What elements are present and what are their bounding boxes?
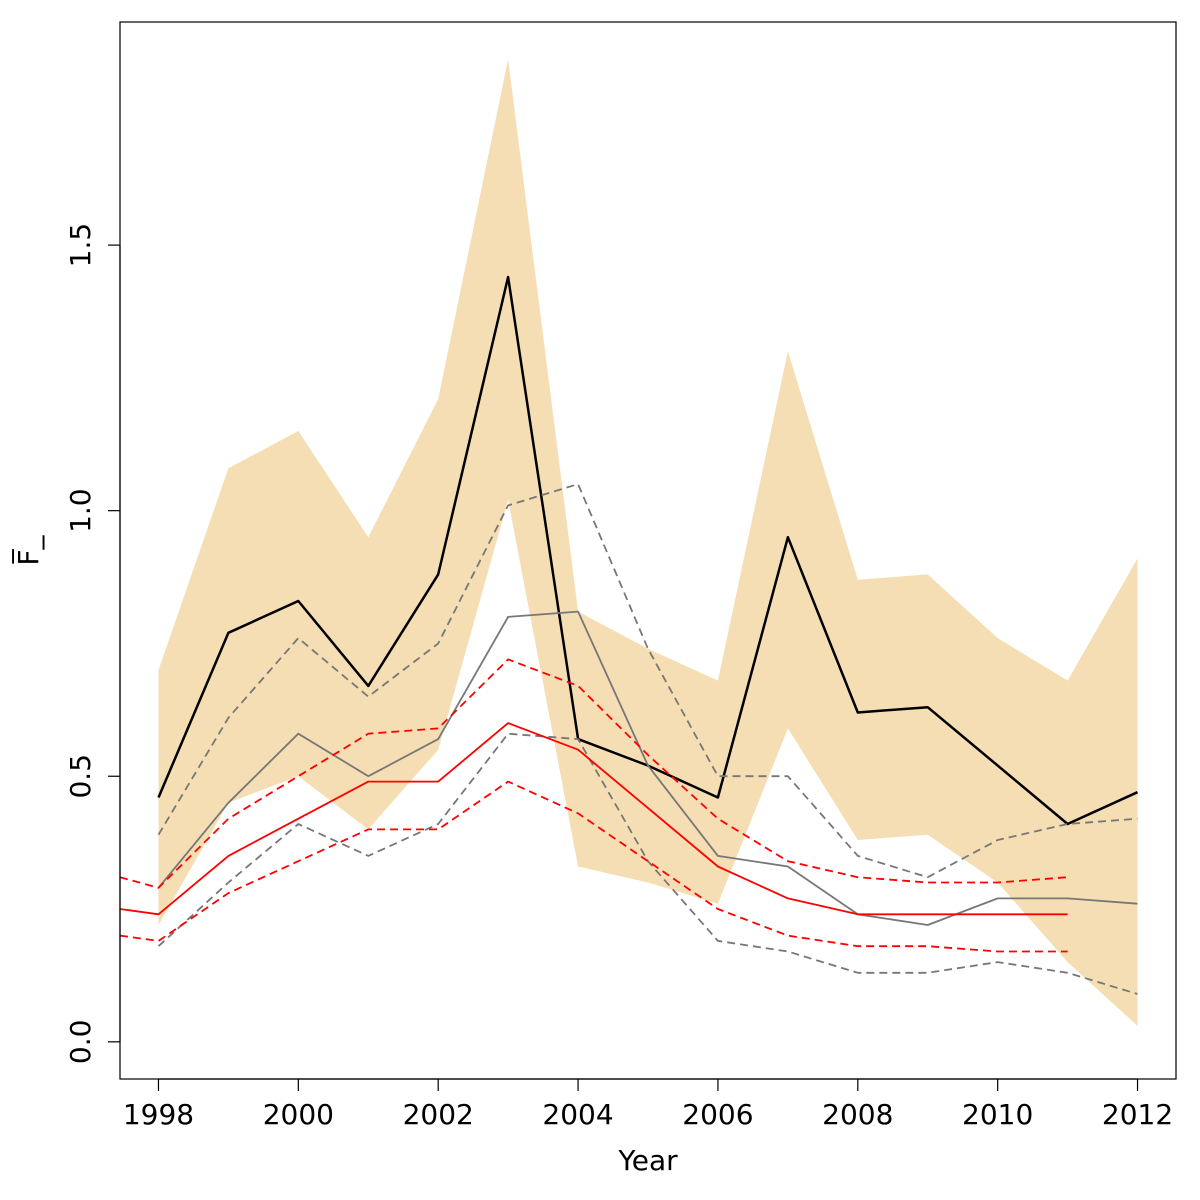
x-axis-title: Year	[617, 1144, 678, 1177]
y-axis-title: F̅_	[11, 534, 45, 565]
x-tick-label: 1998	[123, 1098, 194, 1131]
x-tick-label: 2006	[682, 1098, 753, 1131]
y-tick-label: 0.0	[64, 1020, 97, 1065]
y-axis: 0.0 0.5 1.0 1.5	[64, 223, 121, 1065]
x-tick-label: 2000	[263, 1098, 334, 1131]
x-tick-label: 2004	[542, 1098, 613, 1131]
x-tick-label: 2012	[1102, 1098, 1173, 1131]
y-tick-label: 1.5	[64, 223, 97, 268]
series-line-6	[119, 658, 1068, 889]
series-line-5	[119, 722, 1068, 916]
x-tick-label: 2002	[403, 1098, 474, 1131]
confidence-band-layer	[158, 59, 1138, 1026]
series-line-4	[157, 732, 1138, 995]
series-layer	[119, 275, 1139, 995]
x-axis: 1998 2000 2002 2004 2006 2008 2010 2012	[123, 1078, 1173, 1131]
y-tick-label: 1.0	[64, 488, 97, 533]
x-tick-label: 2010	[962, 1098, 1033, 1131]
series-line-7	[119, 780, 1068, 953]
series-line-2	[157, 610, 1138, 926]
x-tick-label: 2008	[822, 1098, 893, 1131]
y-tick-label: 0.5	[64, 754, 97, 799]
confidence-band	[158, 59, 1138, 1026]
series-line-3	[157, 483, 1138, 879]
